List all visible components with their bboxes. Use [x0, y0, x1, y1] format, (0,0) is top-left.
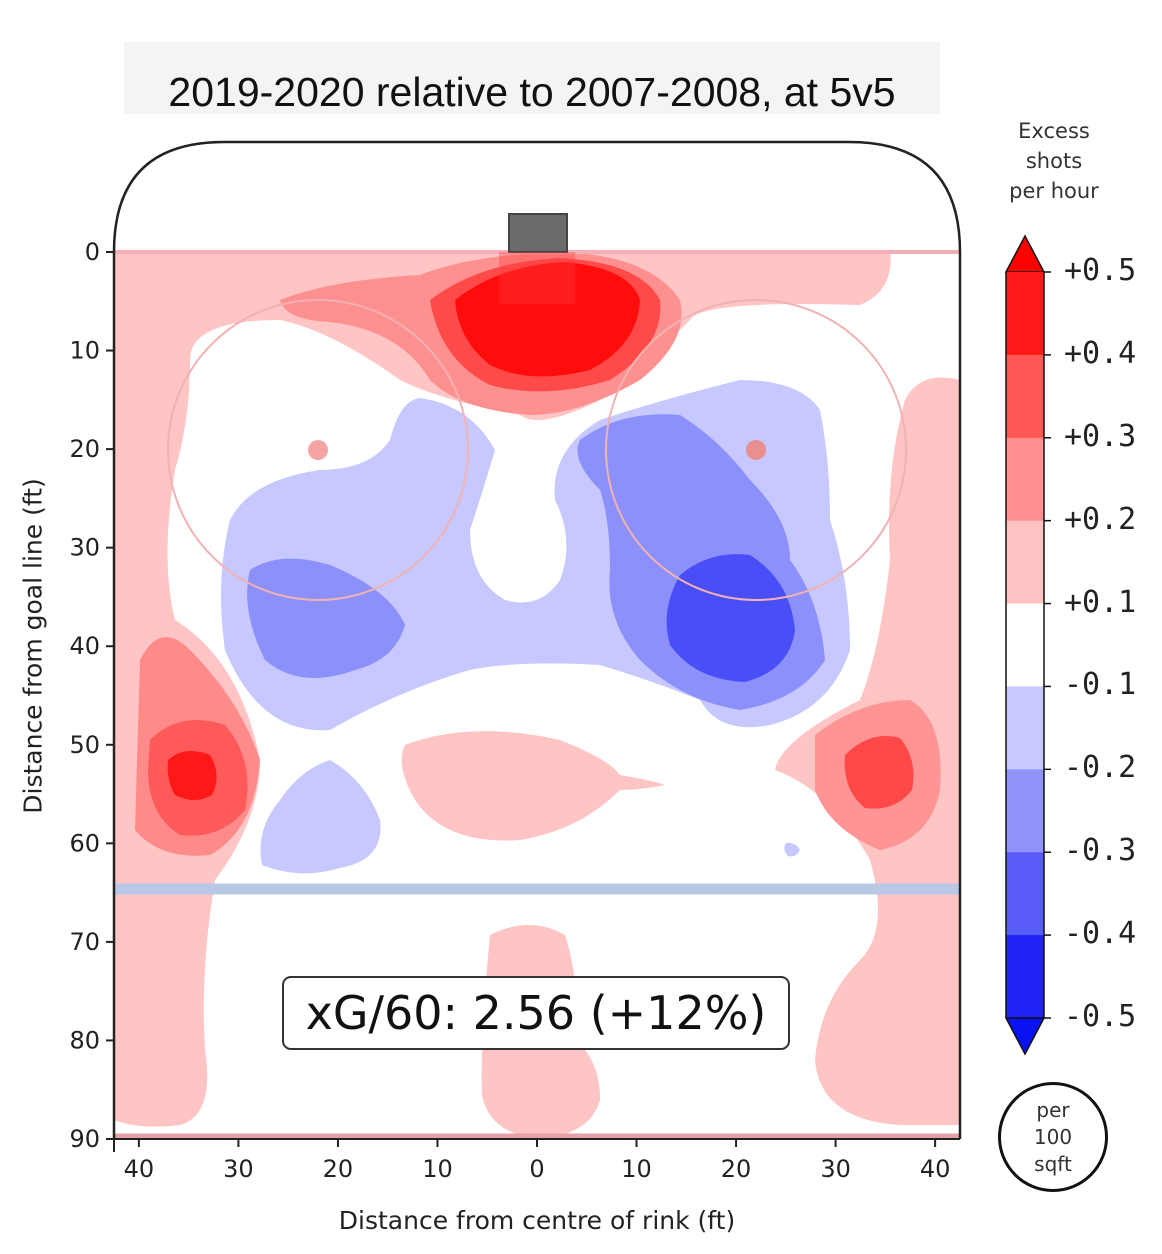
faceoff-circle-left: [167, 299, 469, 601]
colorbar-band: [1006, 769, 1044, 853]
colorbar-title: Excess shots per hour: [990, 116, 1118, 206]
unit-line-3: sqft: [1034, 1151, 1072, 1176]
unit-line-2: 100: [1033, 1124, 1073, 1149]
y-tick-label: 90: [69, 1125, 100, 1153]
contour-blue-lower-left: [260, 760, 381, 874]
rink-boards: [112, 140, 962, 1139]
colorbar-tick-label: -0.1: [1064, 667, 1137, 703]
y-axis-label: Distance from goal line (ft): [18, 478, 48, 814]
x-tick-label: 30: [820, 1155, 851, 1183]
x-tick-label: 20: [323, 1155, 354, 1183]
x-tick-label: 10: [621, 1155, 652, 1183]
colorbar-tick-label: -0.5: [1064, 999, 1137, 1034]
colorbar-tick-label: -0.3: [1064, 833, 1137, 869]
contour-blue-left-mid: [247, 558, 405, 678]
goal-crease: [499, 252, 575, 304]
y-tick-label: 10: [69, 337, 100, 365]
contour-red-left-circle-core: [167, 751, 217, 800]
faceoff-dot-right: [746, 440, 766, 460]
y-tick-label: 60: [69, 829, 100, 857]
unit-line-1: per: [1036, 1097, 1070, 1122]
colorbar-extend-top: [1004, 234, 1046, 273]
colorbar-band: [1006, 354, 1044, 439]
y-tick-label: 80: [69, 1026, 100, 1054]
unit-badge: per 100 sqft: [998, 1082, 1108, 1192]
y-tick-label: 30: [69, 534, 100, 562]
y-axis-ticks: 0 10 20 30 40 50 60 70 80 90: [69, 238, 114, 1153]
contour-red-outer: [114, 250, 891, 1127]
x-tick-label: 30: [223, 1155, 254, 1183]
colorbar-extend-bottom: [1004, 1017, 1046, 1056]
title-background: 2019-2020 relative to 2007-2008, at 5v5: [124, 42, 940, 115]
chart-title: 2019-2020 relative to 2007-2008, at 5v5: [168, 69, 896, 115]
colorbar-band: [1006, 603, 1044, 687]
contour-blue-dot-right: [784, 842, 800, 857]
colorbar-band: [1006, 686, 1044, 770]
goal-net: [508, 213, 568, 253]
contour-red-center-lower: [401, 731, 665, 841]
xg-annotation: xG/60: 2.56 (+12%): [282, 976, 790, 1050]
colorbar-tick-label: +0.1: [1064, 584, 1137, 620]
colorbar-tick-label: +0.3: [1064, 418, 1137, 454]
faceoff-circle-right: [605, 299, 907, 601]
colorbar-band: [1006, 935, 1044, 1019]
contour-red-slot-core: [455, 262, 640, 377]
x-tick-label: 0: [529, 1155, 544, 1183]
contour-blue-right-strong: [666, 554, 795, 682]
colorbar-band: [1006, 852, 1044, 936]
y-tick-label: 50: [69, 731, 100, 759]
faceoff-dot-left: [308, 440, 328, 460]
colorbar-tick-label: +0.5: [1064, 253, 1137, 288]
y-tick-label: 70: [69, 928, 100, 956]
y-tick-label: 20: [69, 435, 100, 463]
x-tick-label: 40: [124, 1155, 155, 1183]
colorbar-band: [1006, 520, 1044, 605]
x-tick-label: 20: [721, 1155, 752, 1183]
colorbar-band: [1006, 272, 1044, 356]
colorbar-frame: [1005, 272, 1045, 1018]
x-tick-label: 10: [422, 1155, 453, 1183]
colorbar: [1004, 234, 1051, 1056]
contour-red-right-circle-strong: [844, 736, 914, 809]
colorbar-tick-label: -0.2: [1064, 750, 1137, 786]
x-axis-label: Distance from centre of rink (ft): [338, 1206, 736, 1235]
colorbar-tick-label: -0.4: [1064, 916, 1137, 952]
colorbar-band: [1006, 437, 1044, 522]
y-tick-label: 40: [69, 632, 100, 660]
y-tick-label: 0: [85, 238, 100, 266]
colorbar-title-line-1: Excess: [1018, 119, 1090, 143]
x-tick-label: 40: [920, 1155, 951, 1183]
colorbar-title-line-2: shots: [1025, 149, 1083, 173]
x-axis-ticks: 40 30 20 10 0 10 20 30 40: [124, 1139, 951, 1183]
colorbar-tick-label: +0.2: [1064, 501, 1137, 537]
colorbar-title-line-3: per hour: [1009, 179, 1099, 203]
colorbar-tick-label: +0.4: [1064, 335, 1137, 371]
